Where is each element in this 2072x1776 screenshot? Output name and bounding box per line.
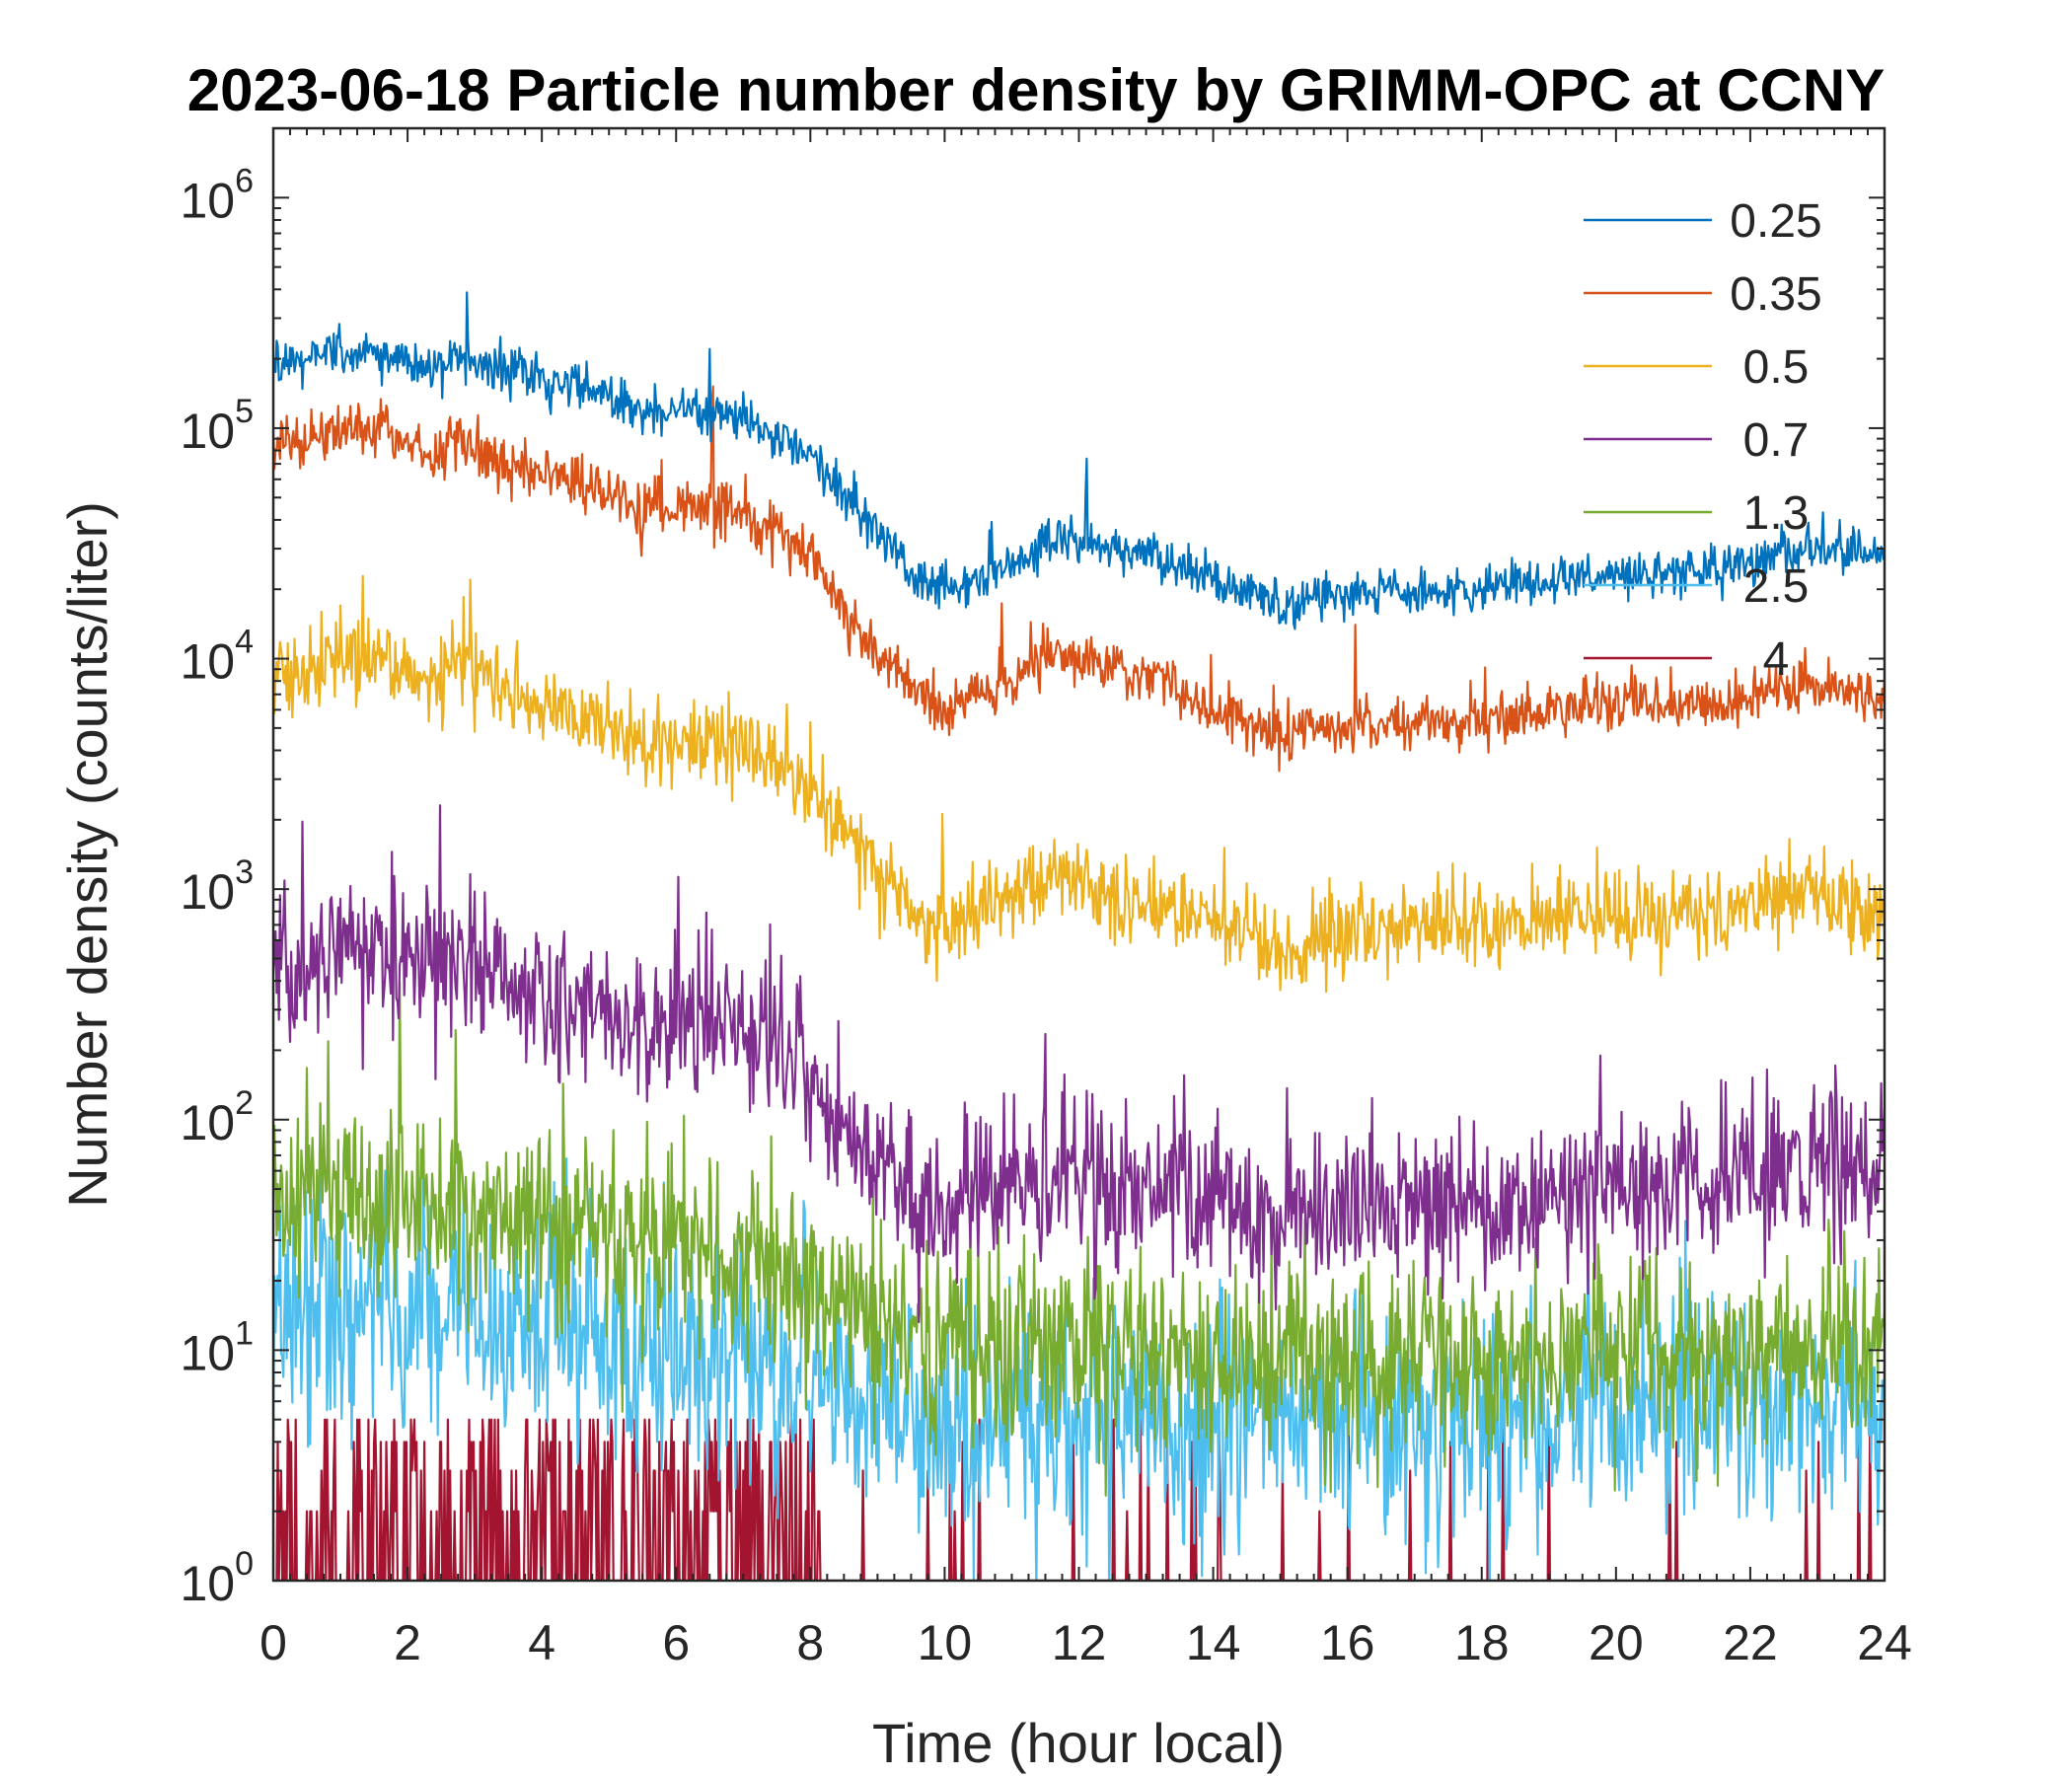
- legend-entry: 4: [1763, 633, 1790, 686]
- series-line-0-35: [273, 385, 1885, 773]
- x-tick-label: 8: [796, 1615, 824, 1670]
- x-tick-label: 14: [1186, 1615, 1241, 1670]
- legend: 0.25 0.35 0.5 0.7 1.3 2.5 4: [1584, 195, 1822, 686]
- y-tick-label: 101: [180, 1314, 254, 1380]
- x-tick-label: 12: [1052, 1615, 1107, 1670]
- legend-entry: 0.25: [1730, 195, 1821, 248]
- y-tick-label: 100: [180, 1545, 254, 1611]
- x-tick-label: 6: [662, 1615, 690, 1670]
- series-line-0-7: [273, 804, 1885, 1324]
- series-line-1-3: [273, 980, 1885, 1497]
- y-tick-label: 104: [180, 624, 254, 690]
- x-tick-label: 0: [259, 1615, 287, 1670]
- y-tick-label: 105: [180, 393, 254, 459]
- series-group: [273, 291, 1885, 1581]
- y-tick-label: 102: [180, 1084, 254, 1150]
- tick-labels-group: 0 2 4 6 8 10 12 14 16 18 20 22 241001011021031041051…: [180, 162, 1911, 1670]
- x-tick-label: 22: [1723, 1615, 1778, 1670]
- chart-title: 2023-06-18 Particle number density by GR…: [187, 57, 1886, 123]
- series-line-0-25: [273, 291, 1885, 630]
- y-tick-label: 103: [180, 853, 254, 920]
- y-tick-label: 106: [180, 162, 254, 228]
- x-tick-label: 16: [1320, 1615, 1375, 1670]
- legend-entry: 0.7: [1743, 414, 1810, 467]
- x-tick-label: 18: [1454, 1615, 1510, 1670]
- plot-frame: [271, 126, 1887, 1583]
- x-tick-label: 10: [918, 1615, 973, 1670]
- legend-entry: 1.3: [1743, 487, 1810, 540]
- legend-entry: 0.35: [1730, 268, 1821, 321]
- x-tick-label: 24: [1857, 1615, 1912, 1670]
- x-tick-label: 4: [528, 1615, 555, 1670]
- series-line-0-5: [273, 574, 1885, 994]
- x-tick-label: 2: [394, 1615, 421, 1670]
- y-axis-label: Number density (counts/liter): [56, 501, 118, 1208]
- x-tick-label: 20: [1589, 1615, 1644, 1670]
- legend-entry: 0.5: [1743, 341, 1810, 394]
- x-axis-label: Time (hour local): [872, 1712, 1285, 1774]
- legend-entry: 2.5: [1743, 560, 1810, 613]
